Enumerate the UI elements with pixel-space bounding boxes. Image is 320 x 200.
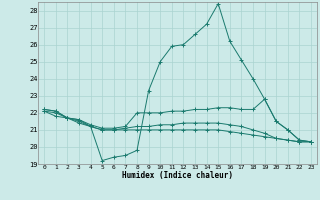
X-axis label: Humidex (Indice chaleur): Humidex (Indice chaleur) [122,171,233,180]
